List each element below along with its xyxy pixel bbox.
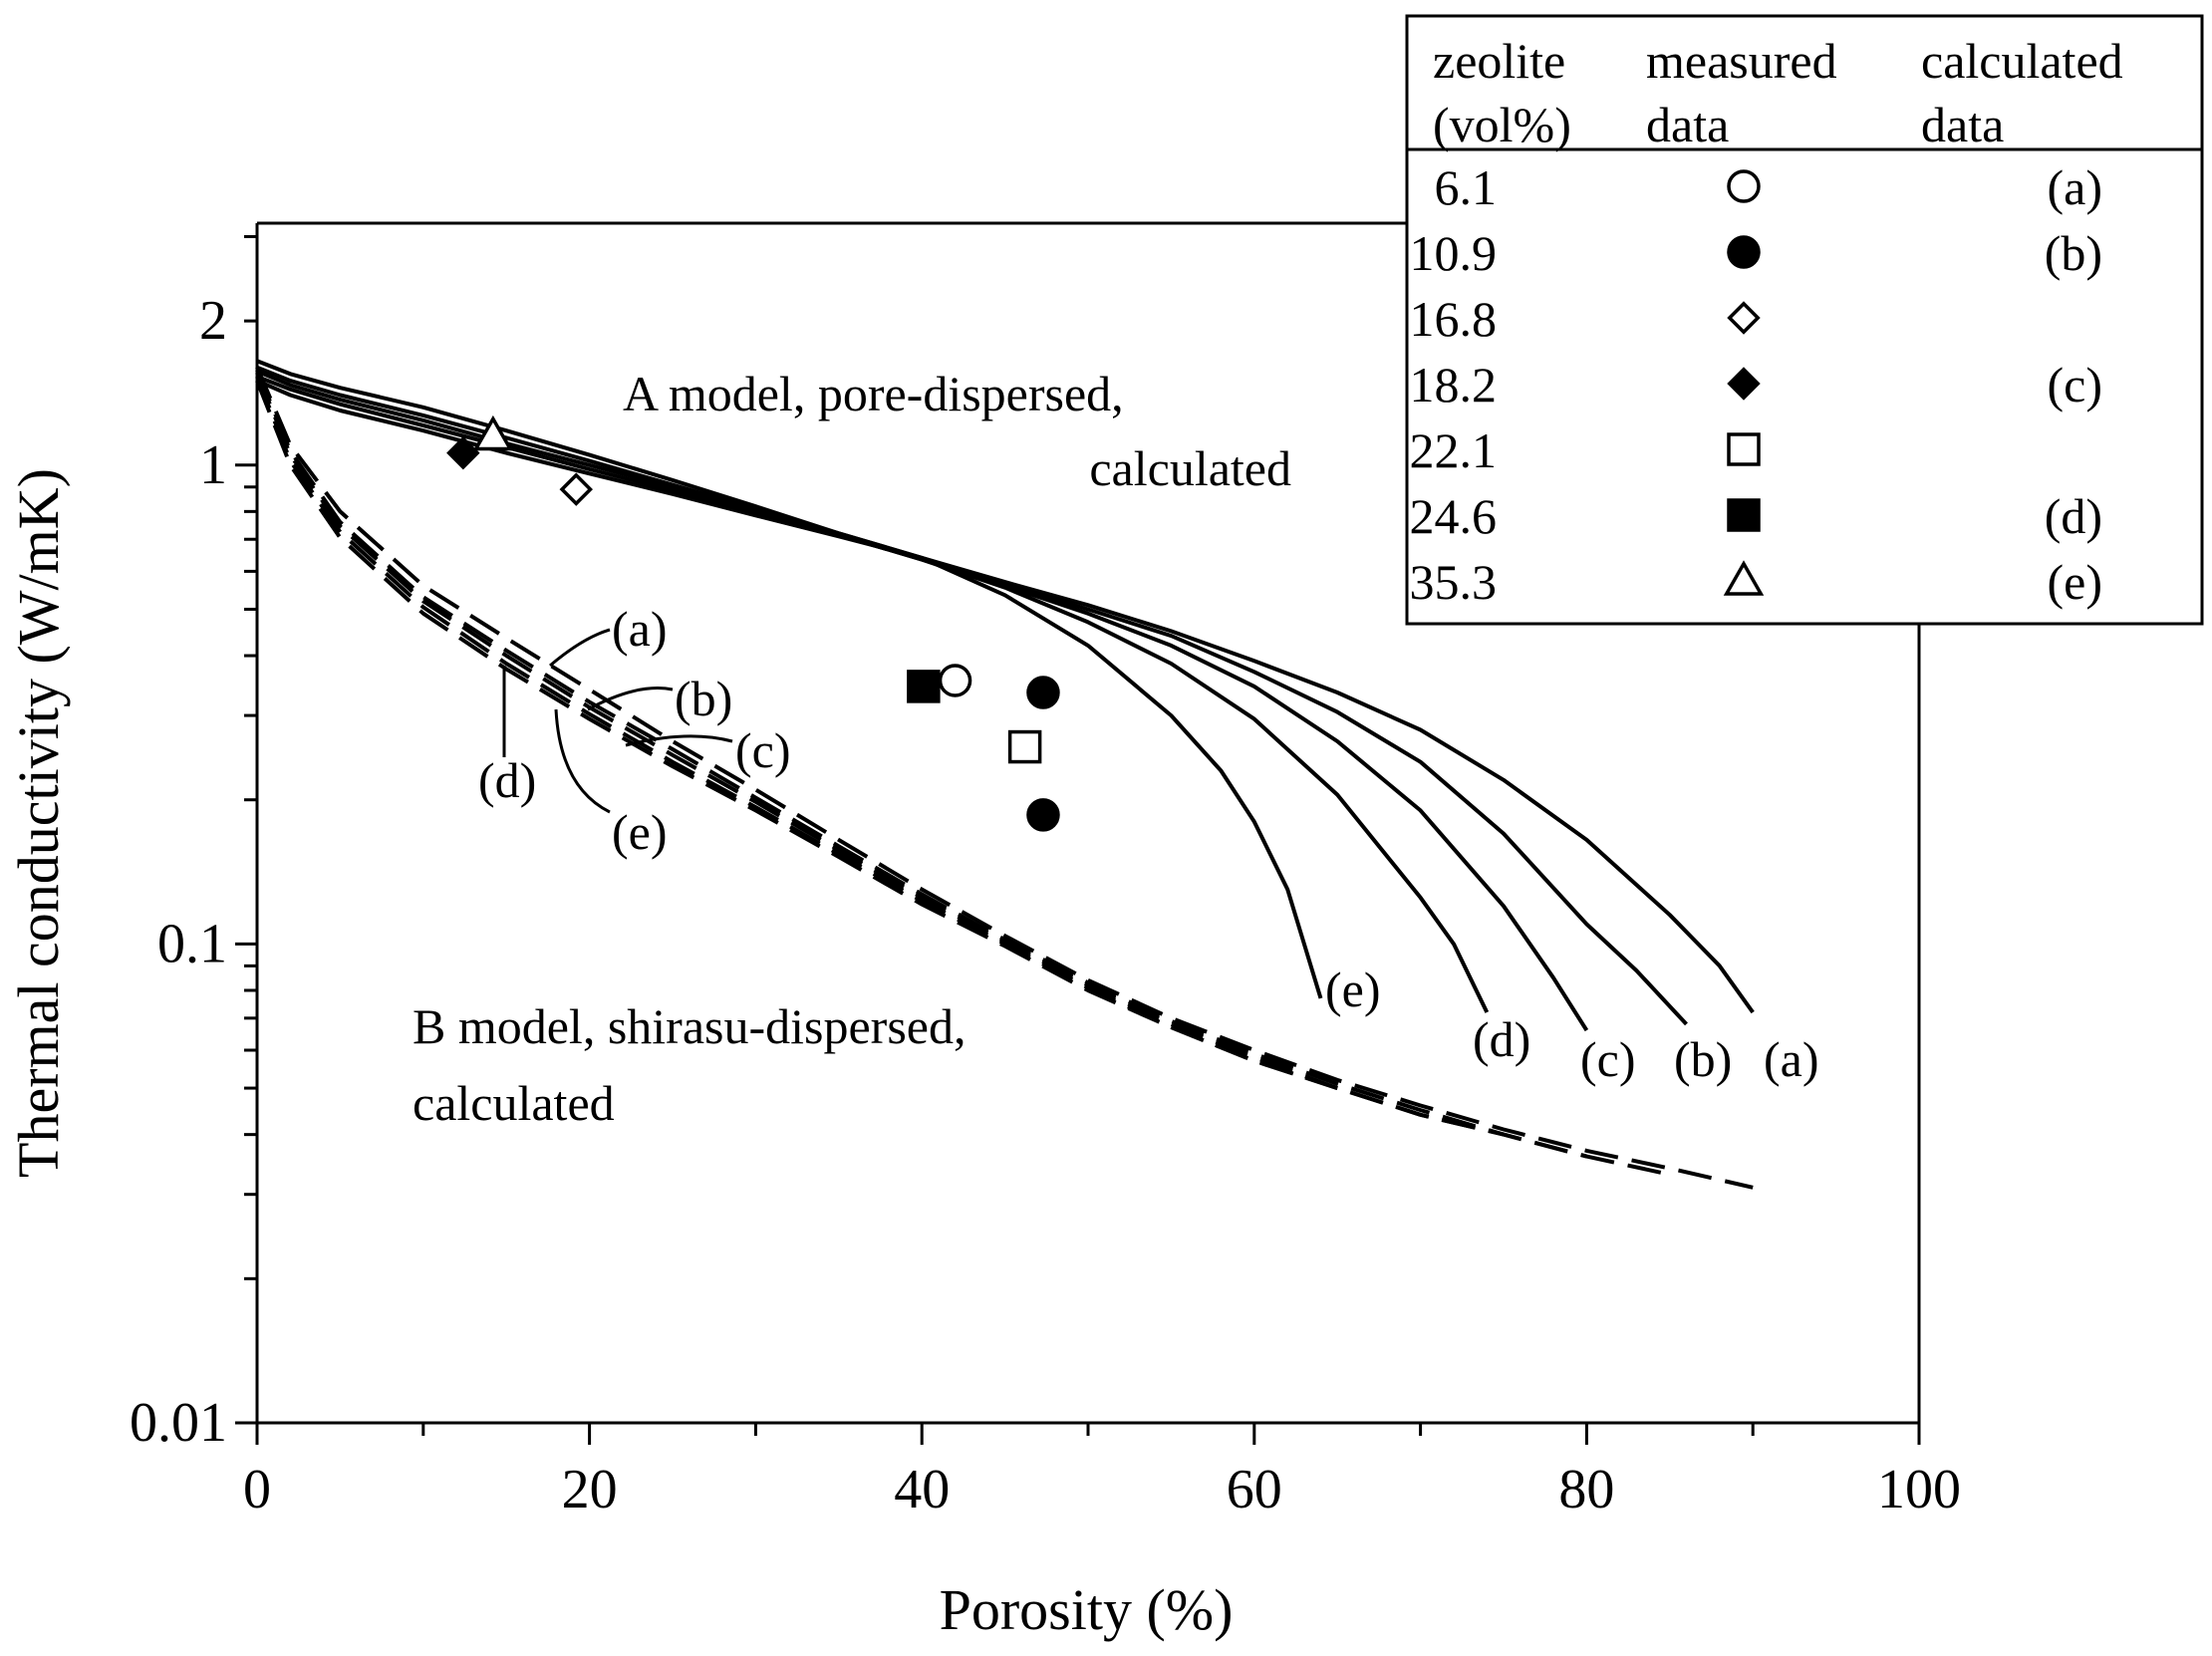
measured-point-circle-filled	[1026, 676, 1060, 709]
x-tick-label: 80	[1558, 1459, 1614, 1520]
a-model-label-line2: calculated	[1089, 440, 1291, 496]
b-model-label-line1: B model, shirasu-dispersed,	[413, 998, 966, 1054]
measured-point-diamond-open	[559, 472, 593, 506]
dashed-label-c: (c)	[735, 722, 791, 778]
legend-header-measured-data: data	[1646, 97, 1729, 152]
legend-row-calc: (e)	[2048, 554, 2103, 610]
measured-point-square-open	[1007, 729, 1042, 764]
measured-point-circle-open	[938, 664, 972, 697]
solid-label-d: (d)	[1473, 1011, 1530, 1067]
x-tick-label: 100	[1877, 1459, 1961, 1520]
x-tick-label: 0	[243, 1459, 271, 1520]
legend-row-zeolite: 6.1	[1435, 159, 1498, 215]
measured-point-triangle-open	[472, 414, 514, 451]
measured-markers	[446, 414, 1060, 832]
dashed-label-d: (d)	[478, 752, 536, 808]
b-model-curve-a	[255, 366, 1754, 1190]
solid-label-e: (e)	[1325, 962, 1381, 1017]
y-tick-label: 1	[199, 434, 227, 496]
legend-row-zeolite: 24.6	[1410, 488, 1498, 544]
legend-header-calculated: calculated	[1921, 33, 2123, 89]
solid-label-b: (b)	[1674, 1031, 1732, 1087]
legend-row-calc: (a)	[2048, 159, 2103, 215]
b-model-curve-e	[255, 380, 1338, 1091]
measured-point-diamond-filled	[446, 435, 480, 470]
a-model-curve-e	[256, 379, 1323, 999]
b-model-curve-b	[255, 369, 1671, 1177]
legend-row-marker-circle-open	[1727, 169, 1761, 203]
y-axis-label: Thermal conductivity (W/mK)	[6, 468, 71, 1178]
y-tick-label: 0.01	[130, 1392, 227, 1454]
y-tick-label: 2	[199, 290, 227, 352]
a-model-label-line1: A model, pore-dispersed,	[623, 366, 1124, 421]
legend-row-zeolite: 22.1	[1410, 422, 1498, 478]
legend: zeolite (vol%) measured data calculated …	[1405, 14, 2204, 626]
legend-header-measured: measured	[1646, 33, 1837, 89]
legend-row-zeolite: 35.3	[1410, 554, 1498, 610]
legend-row-marker-square-filled	[1727, 498, 1761, 532]
axes: 0 20 40 60 80 100 0.01 0.1 1 2	[130, 221, 1961, 1520]
x-tick-label: 40	[894, 1459, 950, 1520]
dashed-label-b: (b)	[675, 671, 732, 726]
legend-row-marker-circle-filled	[1727, 235, 1761, 269]
solid-label-c: (c)	[1580, 1031, 1636, 1087]
dashed-label-a: (a)	[612, 601, 668, 657]
legend-box	[1405, 14, 2204, 626]
b-model-label-line2: calculated	[413, 1075, 615, 1131]
x-tick-label: 20	[562, 1459, 618, 1520]
legend-row-marker-diamond-filled	[1727, 367, 1761, 401]
legend-header-zeolite: zeolite	[1433, 33, 1565, 89]
legend-row-zeolite: 16.8	[1410, 291, 1498, 347]
legend-row-zeolite: 18.2	[1410, 357, 1498, 413]
model-curves	[255, 359, 1755, 1190]
measured-point-circle-filled	[1026, 798, 1060, 832]
x-axis-label: Porosity (%)	[940, 1577, 1234, 1642]
legend-rows: 6.1 (a) 10.9 (b) 16.8 18.2 (c) 22.1 24.6 (d) 35.3 (…	[1410, 159, 2103, 610]
legend-row-calc: (d)	[2045, 488, 2102, 544]
y-tick-label: 0.1	[157, 913, 227, 974]
solid-label-a: (a)	[1764, 1031, 1819, 1087]
dashed-label-e: (e)	[612, 804, 668, 860]
legend-row-zeolite: 10.9	[1410, 225, 1498, 281]
legend-header-volpct: (vol%)	[1433, 97, 1571, 152]
legend-row-marker-triangle-open	[1723, 560, 1765, 596]
legend-row-marker-square-open	[1727, 432, 1761, 466]
x-tick-label: 60	[1227, 1459, 1282, 1520]
legend-header-calculated-data: data	[1921, 97, 2004, 152]
legend-row-calc: (c)	[2048, 357, 2103, 413]
legend-row-calc: (b)	[2045, 225, 2102, 281]
measured-point-square-filled	[907, 670, 941, 703]
legend-row-marker-diamond-open	[1727, 301, 1761, 335]
dashed-label-leaders	[502, 628, 733, 814]
